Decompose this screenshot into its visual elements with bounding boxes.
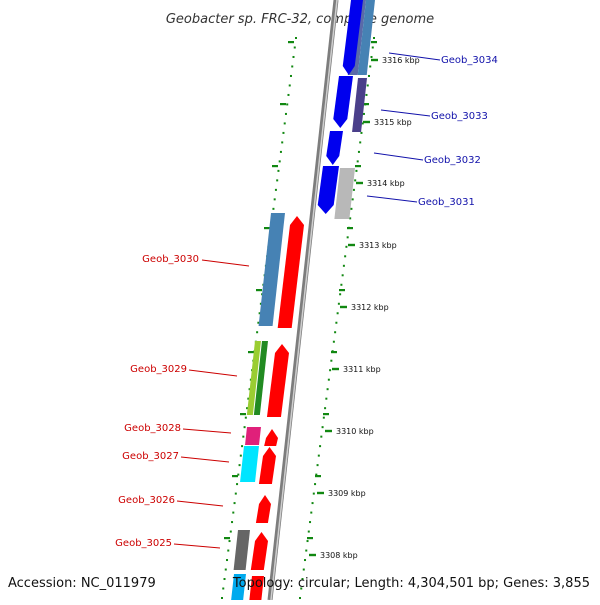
gene-label-geob-3030[interactable]: Geob_3030 xyxy=(142,254,199,265)
scale-tick-mark xyxy=(356,181,363,185)
gene-feature-geob-3027[interactable] xyxy=(258,447,276,484)
gene-label-geob-3027[interactable]: Geob_3027 xyxy=(122,451,179,462)
gene-feature-geob-3025[interactable] xyxy=(250,532,268,570)
scale-tick-mark xyxy=(332,367,339,371)
scale-tick-mark xyxy=(348,243,355,247)
scale-ticks: 3316 kbp 3315 kbp 3314 kbp 3313 kbp 3312 kbp… xyxy=(309,56,420,560)
scale-tick-label: 3308 kbp xyxy=(320,551,358,560)
gene-feature-geob-3030[interactable] xyxy=(277,216,304,328)
gene-feature-geob-3026[interactable] xyxy=(255,495,271,523)
gene-feature-bottom-red[interactable] xyxy=(249,576,264,600)
gene-feature-geob-3033[interactable] xyxy=(333,76,353,128)
scale-tick-label: 3312 kbp xyxy=(351,303,389,312)
gene-feature-geob-3030-steel[interactable] xyxy=(258,213,285,326)
gene-leader-line xyxy=(373,152,424,161)
gene-feature-geob-3034[interactable] xyxy=(342,0,363,75)
scale-tick-label: 3316 kbp xyxy=(382,56,420,65)
gene-leader-line xyxy=(388,52,441,61)
gene-feature-geob-3025-grey[interactable] xyxy=(233,530,250,570)
gene-feature-geob-3032[interactable] xyxy=(326,131,343,165)
gene-label-geob-3026[interactable]: Geob_3026 xyxy=(118,495,175,506)
scale-tick-mark xyxy=(309,553,316,557)
scale-tick-label: 3311 kbp xyxy=(343,365,381,374)
accession-text: Accession: NC_011979 xyxy=(8,576,156,591)
gene-label-geob-3033[interactable]: Geob_3033 xyxy=(431,111,488,122)
scale-tick-label: 3313 kbp xyxy=(359,241,397,250)
gene-leader-line xyxy=(188,369,238,377)
gene-leader-line xyxy=(180,456,230,463)
gene-feature-geob-3029-green[interactable] xyxy=(253,341,268,415)
gene-leader-line xyxy=(366,195,418,203)
gene-feature-bottom-cyan[interactable] xyxy=(231,574,246,600)
map-title: Geobacter sp. FRC-32, complete genome xyxy=(166,12,434,27)
gene-features xyxy=(231,0,375,600)
scale-tick-mark xyxy=(363,120,370,124)
gene-feature-geob-3031-grey[interactable] xyxy=(334,168,355,219)
gene-feature-geob-3033-right[interactable] xyxy=(352,78,367,132)
gene-label-geob-3025[interactable]: Geob_3025 xyxy=(115,538,172,549)
gene-label-geob-3034[interactable]: Geob_3034 xyxy=(441,55,498,66)
gene-feature-geob-3031[interactable] xyxy=(317,166,339,214)
gene-leader-line xyxy=(182,428,232,434)
scale-tick-mark xyxy=(317,491,324,495)
scale-tick-label: 3310 kbp xyxy=(336,427,374,436)
scale-tick-mark xyxy=(340,305,347,309)
gene-leader-line xyxy=(173,543,221,549)
gene-label-geob-3028[interactable]: Geob_3028 xyxy=(124,423,181,434)
gene-label-geob-3032[interactable]: Geob_3032 xyxy=(424,155,481,166)
scale-tick-label: 3309 kbp xyxy=(328,489,366,498)
scale-tick-mark xyxy=(371,58,378,62)
gene-feature-geob-3028-magenta[interactable] xyxy=(245,427,261,445)
gene-feature-geob-3028[interactable] xyxy=(264,429,278,446)
gene-label-geob-3029[interactable]: Geob_3029 xyxy=(130,364,187,375)
gene-labels: Geob_3034 Geob_3033 Geob_3032 Geob_3031 Geob… xyxy=(115,52,498,549)
scale-tick-mark xyxy=(325,429,332,433)
gene-feature-geob-3029-lime[interactable] xyxy=(246,341,261,415)
gene-leader-line xyxy=(176,500,224,507)
gene-leader-line xyxy=(201,259,250,267)
scale-tick-label: 3315 kbp xyxy=(374,118,412,127)
scale-track-right xyxy=(299,37,375,599)
gene-leader-line xyxy=(380,109,431,117)
genome-backbone xyxy=(267,0,339,601)
scale-tick-label: 3314 kbp xyxy=(367,179,405,188)
gene-feature-geob-3027-cyan[interactable] xyxy=(240,446,259,482)
gene-feature-geob-3029[interactable] xyxy=(266,344,289,417)
topology-summary: Topology: circular; Length: 4,304,501 bp… xyxy=(232,576,590,591)
gene-label-geob-3031[interactable]: Geob_3031 xyxy=(418,197,475,208)
gene-feature-geob-3034-right2[interactable] xyxy=(357,0,375,75)
